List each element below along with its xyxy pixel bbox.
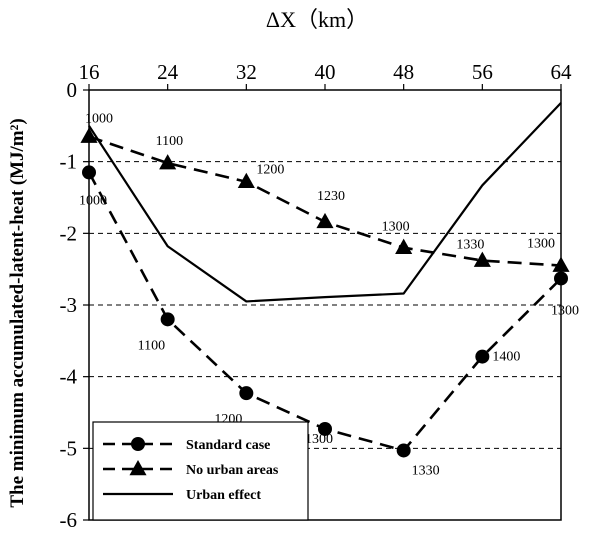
point-no-urban-areas-6 <box>552 256 570 272</box>
y-tick-label-4: -4 <box>60 365 78 389</box>
point-label-standard-case-5: 1400 <box>492 350 520 365</box>
legend-label-standard-case: Standard case <box>186 438 270 453</box>
y-tick-label-3: -3 <box>60 293 78 317</box>
point-label-no-urban-areas-5: 1330 <box>456 238 484 253</box>
point-label-no-urban-areas-6: 1300 <box>527 237 555 252</box>
point-no-urban-areas-4 <box>395 238 413 254</box>
x-tick-label-3: 40 <box>315 60 336 84</box>
series-line-urban-effect <box>88 102 562 303</box>
x-tick-label-1: 24 <box>157 60 179 84</box>
x-tick-label-4: 48 <box>393 60 414 84</box>
point-standard-case-3 <box>318 421 332 436</box>
x-tick-label-6: 64 <box>551 60 573 84</box>
point-label-standard-case-4: 1330 <box>412 463 440 478</box>
x-tick-label-0: 16 <box>79 60 100 84</box>
y-tick-label-0: 0 <box>67 78 78 102</box>
y-tick-label-1: -1 <box>60 150 78 174</box>
point-no-urban-areas-5 <box>473 251 491 267</box>
x-axis-title: ΔX（km） <box>266 7 368 32</box>
point-label-standard-case-6: 1300 <box>551 303 579 318</box>
legend-box <box>92 421 309 521</box>
point-label-no-urban-areas-1: 1100 <box>156 134 183 149</box>
point-label-no-urban-areas-0: 1000 <box>85 112 113 127</box>
point-standard-case-1 <box>160 312 175 327</box>
point-label-standard-case-3: 1300 <box>305 432 333 447</box>
point-labels: 1000110012001300133014001300100011001200… <box>79 112 579 479</box>
x-tick-label-5: 56 <box>472 60 493 84</box>
legend-marker-standard-case <box>131 437 145 451</box>
tick-labels: 16 24 32 40 48 56 64 0 -1 -2 -3 -4 -5 -6 <box>60 60 573 532</box>
point-standard-case-0 <box>82 165 96 180</box>
legend-label-no-urban-areas: No urban areas <box>186 463 279 478</box>
y-tick-label-5: -5 <box>60 436 78 460</box>
point-no-urban-areas-2 <box>237 172 255 189</box>
point-no-urban-areas-3 <box>316 212 334 229</box>
point-label-no-urban-areas-2: 1200 <box>256 163 284 178</box>
point-label-standard-case-1: 1100 <box>138 338 165 353</box>
y-tick-label-2: -2 <box>60 221 78 245</box>
point-no-urban-areas-0 <box>80 127 98 143</box>
y-tick-label-6: -6 <box>60 508 78 532</box>
point-standard-case-4 <box>396 443 411 458</box>
point-label-standard-case-0: 1000 <box>79 193 107 208</box>
y-axis-title: The minimum accumulated-latent-heat (MJ/… <box>7 118 28 507</box>
legend-label-urban-effect: Urban effect <box>186 488 261 503</box>
point-standard-case-2 <box>239 386 254 401</box>
grid-layer <box>89 161 561 449</box>
series-layer <box>80 102 570 458</box>
legend-marker-no-urban-areas <box>129 460 147 476</box>
point-no-urban-areas-1 <box>159 154 177 170</box>
legend: Standard case No urban areas Urban effect <box>92 421 309 521</box>
point-label-no-urban-areas-4: 1300 <box>382 220 410 235</box>
point-standard-case-5 <box>475 349 490 364</box>
point-standard-case-6 <box>554 271 568 286</box>
x-tick-label-2: 32 <box>236 60 257 84</box>
point-label-no-urban-areas-3: 1230 <box>317 189 345 204</box>
